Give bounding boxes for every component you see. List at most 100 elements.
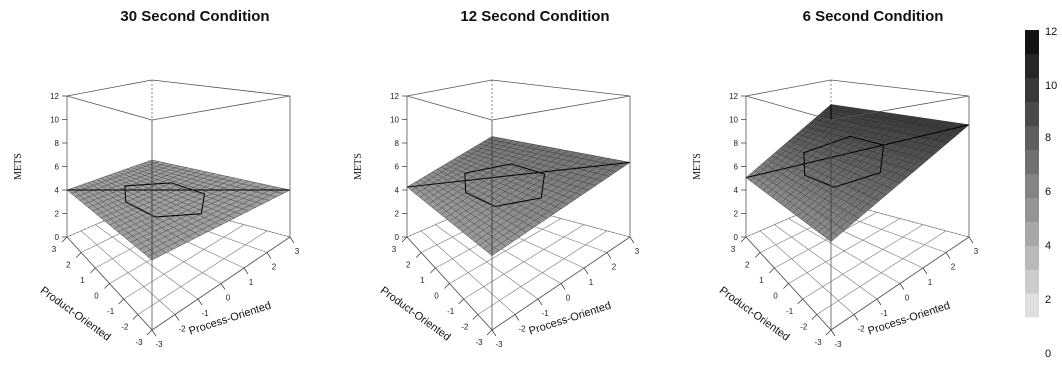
z-tick-label: 12: [729, 92, 738, 101]
x-tick-label: 0: [566, 294, 571, 303]
z-tick-label: 6: [395, 163, 400, 172]
box-edge: [491, 95, 631, 121]
box-edge: [151, 79, 291, 97]
box-edge: [66, 95, 153, 121]
box-edge: [745, 79, 832, 97]
surface-mesh-line: [147, 161, 284, 194]
surface-mesh-line: [826, 123, 963, 239]
z-tick-label: 0: [734, 233, 739, 242]
z-tick-label: 12: [390, 92, 399, 101]
surface-outline: [124, 182, 206, 218]
surface-panel-1: 30 Second Condition024681012METS3210-1-2…: [13, 8, 300, 349]
colorbar-segment: [1025, 125, 1039, 150]
x-tick-label: 0: [226, 294, 231, 303]
y-tick-label: 2: [406, 261, 411, 270]
surface-mesh-line: [147, 188, 284, 257]
colorbar-segment: [1025, 53, 1039, 79]
x-tick-mark: [197, 298, 203, 306]
surface-mesh-line: [151, 159, 291, 191]
y-tick-label: -1: [107, 307, 115, 316]
surface-mesh-line: [491, 162, 631, 256]
x-tick-label: 0: [905, 294, 910, 303]
surface-mesh-line: [474, 157, 603, 243]
y-tick-label: -2: [461, 323, 469, 332]
surface-mesh-line: [818, 115, 949, 143]
colorbar-tick-label: 8: [1045, 132, 1051, 144]
z-tick-label: 8: [734, 139, 739, 148]
surface-mesh-line: [151, 189, 291, 261]
surface-mesh-line: [479, 158, 610, 246]
z-tick-label: 4: [55, 186, 60, 195]
x-tick-mark: [537, 298, 543, 306]
y-tick-label: -1: [447, 307, 455, 316]
y-tick-mark: [444, 283, 450, 289]
y-tick-mark: [486, 329, 493, 336]
colorbar-segment: [1025, 149, 1039, 174]
colorbar-tick-label: 10: [1045, 80, 1057, 92]
y-axis-label: Product-Oriented: [717, 285, 792, 344]
floor-grid-line: [816, 230, 947, 315]
z-tick-label: 0: [55, 233, 60, 242]
x-tick-mark: [243, 267, 249, 275]
y-tick-mark: [797, 298, 803, 305]
surface-mesh-line: [813, 120, 942, 229]
colorbar-tick-label: 2: [1045, 294, 1051, 306]
y-tick-label: 1: [759, 276, 764, 285]
x-tick-label: -2: [518, 325, 526, 334]
surface-diagonal: [745, 124, 970, 179]
box-edge: [406, 95, 493, 121]
surface-mesh-line: [792, 137, 907, 178]
y-tick-label: 2: [66, 261, 71, 270]
colorbar-segment: [1025, 30, 1039, 55]
colorbar-segment: [1025, 197, 1039, 222]
surface-mesh-line: [801, 117, 921, 220]
box-edge: [151, 95, 291, 121]
surface-mesh-line: [822, 122, 956, 236]
y-tick-mark: [825, 329, 832, 336]
x-tick-mark: [853, 314, 859, 321]
x-tick-mark: [830, 329, 836, 337]
colorbar: 0 2 4 6 8 10 12: [1025, 26, 1057, 360]
surface-mesh-line: [805, 118, 928, 223]
surface-mesh-line: [830, 104, 970, 125]
x-tick-label: 1: [928, 278, 933, 287]
x-tick-mark: [922, 267, 928, 275]
surface-mesh-line: [117, 177, 235, 233]
x-tick-label: -3: [834, 340, 842, 349]
surface-mesh-line: [805, 126, 928, 161]
x-tick-label: 2: [951, 263, 956, 272]
x-tick-label: -1: [880, 309, 888, 318]
z-tick-label: 6: [734, 163, 739, 172]
box-edge: [491, 79, 631, 97]
surface-mesh-line: [830, 124, 970, 242]
surface-mesh-line: [466, 154, 589, 236]
surface-mesh-line: [449, 149, 562, 222]
x-tick-label: 3: [635, 247, 640, 256]
y-tick-mark: [61, 236, 68, 243]
x-tick-label: 2: [272, 263, 277, 272]
x-tick-mark: [266, 252, 272, 259]
surface-mesh-line: [801, 129, 921, 166]
x-tick-mark: [220, 283, 226, 290]
y-tick-label: 3: [52, 245, 57, 254]
y-tick-mark: [783, 283, 789, 289]
z-tick-label: 2: [734, 210, 739, 219]
y-tick-mark: [75, 252, 82, 258]
surface-mesh-line: [796, 133, 914, 172]
surface-mesh-line: [822, 111, 956, 137]
y-tick-mark: [811, 314, 818, 320]
x-axis-label: Process-Oriented: [188, 300, 273, 338]
z-tick-label: 0: [395, 233, 400, 242]
surface-mesh-line: [453, 159, 568, 205]
y-tick-label: 1: [80, 276, 85, 285]
colorbar-segment: [1025, 101, 1039, 127]
y-tick-label: 2: [745, 261, 750, 270]
surface-mesh-line: [453, 150, 568, 225]
colorbar-segment: [1025, 293, 1039, 318]
x-tick-label: -3: [155, 340, 163, 349]
y-axis-label: Product-Oriented: [378, 285, 453, 344]
surface-mesh-line: [134, 165, 263, 205]
x-tick-mark: [945, 252, 951, 259]
y-tick-mark: [401, 236, 408, 243]
